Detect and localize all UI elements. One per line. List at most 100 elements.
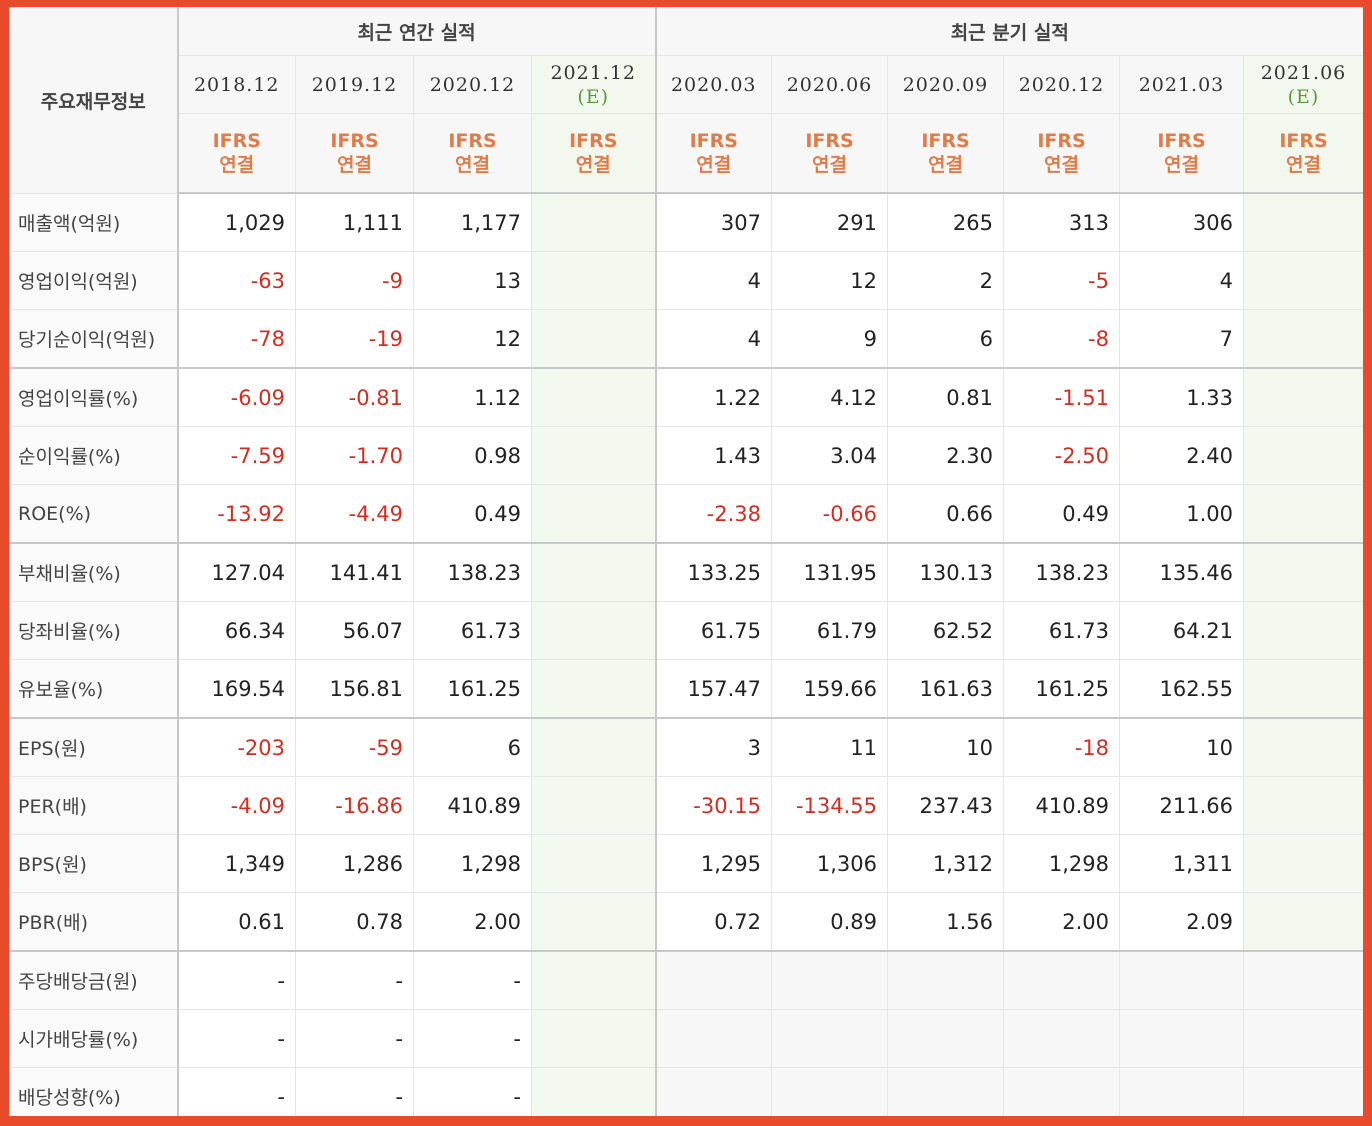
- quarterly-value-cell: 138.23: [1003, 542, 1120, 602]
- annual-value-cell: [531, 1067, 657, 1116]
- quarterly-value-cell: -134.55: [771, 776, 888, 835]
- quarterly-value-cell: 162.55: [1119, 659, 1244, 719]
- quarterly-value-cell: 131.95: [771, 542, 888, 602]
- quarterly-period-label: 2020.03: [670, 73, 757, 96]
- consolidated-label: 연결: [1164, 154, 1199, 176]
- annual-value-cell: 141.41: [295, 542, 414, 602]
- quarterly-value-cell: 2: [887, 251, 1004, 310]
- table-row: PBR(배) 0.61 0.78 2.00 0.72 0.89 1.56 2.00 2.09: [9, 892, 1363, 952]
- annual-period-header: 2019.12: [295, 55, 414, 114]
- row-label: ROE(%): [9, 484, 179, 544]
- quarterly-value-cell: [1119, 1067, 1244, 1116]
- quarterly-value-cell: 130.13: [887, 542, 1004, 602]
- annual-value-cell: [531, 484, 657, 544]
- row-label: 영업이익률(%): [9, 367, 179, 427]
- row-label: BPS(원): [9, 834, 179, 893]
- quarterly-value-cell: [1243, 892, 1363, 952]
- table-row: 매출액(억원) 1,029 1,111 1,177 307 291 265 313 306: [9, 192, 1363, 252]
- quarterly-value-cell: [1243, 950, 1363, 1010]
- quarterly-period-header: 2020.06: [771, 55, 888, 114]
- quarterly-value-cell: 159.66: [771, 659, 888, 719]
- consolidated-label: 연결: [1286, 154, 1321, 176]
- annual-value-cell: -59: [295, 717, 414, 777]
- quarterly-value-cell: 61.79: [771, 601, 888, 660]
- annual-value-cell: -: [413, 1067, 532, 1116]
- quarterly-value-cell: [887, 950, 1004, 1010]
- quarterly-value-cell: 11: [771, 717, 888, 777]
- ifrs-consolidated-badge: IFRS 연결: [531, 113, 657, 194]
- quarterly-value-cell: [1003, 1067, 1120, 1116]
- annual-value-cell: 66.34: [177, 601, 296, 660]
- annual-value-cell: [531, 192, 657, 252]
- quarterly-value-cell: 0.49: [1003, 484, 1120, 544]
- quarterly-period-header: 2020.03: [655, 55, 772, 114]
- annual-value-cell: [531, 950, 657, 1010]
- annual-value-cell: -16.86: [295, 776, 414, 835]
- quarterly-value-cell: 2.40: [1119, 426, 1244, 485]
- quarterly-value-cell: 3.04: [771, 426, 888, 485]
- quarterly-value-cell: 2.09: [1119, 892, 1244, 952]
- ifrs-consolidated-badge: IFRS 연결: [1243, 113, 1363, 194]
- quarterly-group-title: 최근 분기 실적: [655, 7, 1363, 56]
- ifrs-consolidated-badge: IFRS 연결: [771, 113, 888, 194]
- annual-value-cell: [531, 309, 657, 369]
- row-label: 시가배당률(%): [9, 1009, 179, 1068]
- quarterly-period-label: 2020.06: [786, 73, 873, 96]
- quarterly-value-cell: 9: [771, 309, 888, 369]
- quarterly-value-cell: 6: [887, 309, 1004, 369]
- annual-period-label: 2019.12: [311, 73, 398, 96]
- ifrs-label: IFRS: [212, 130, 261, 152]
- quarterly-value-cell: 1,311: [1119, 834, 1244, 893]
- annual-period-label: 2018.12: [193, 73, 280, 96]
- quarterly-value-cell: -0.66: [771, 484, 888, 544]
- annual-value-cell: 1,298: [413, 834, 532, 893]
- consolidated-label: 연결: [219, 154, 255, 176]
- annual-value-cell: -: [295, 1067, 414, 1116]
- quarterly-value-cell: 0.72: [655, 892, 772, 952]
- quarterly-period-header: 2020.09: [887, 55, 1004, 114]
- annual-value-cell: 1,029: [177, 192, 296, 252]
- quarterly-value-cell: 237.43: [887, 776, 1004, 835]
- ifrs-label: IFRS: [569, 130, 618, 152]
- annual-value-cell: 61.73: [413, 601, 532, 660]
- annual-value-cell: -63: [177, 251, 296, 310]
- quarterly-value-cell: [1003, 1009, 1120, 1068]
- row-label: 당좌비율(%): [9, 601, 179, 660]
- annual-value-cell: -1.70: [295, 426, 414, 485]
- quarterly-value-cell: [1243, 659, 1363, 719]
- annual-value-cell: [531, 776, 657, 835]
- annual-value-cell: 0.98: [413, 426, 532, 485]
- consolidated-label: 연결: [575, 154, 611, 176]
- annual-value-cell: 2.00: [413, 892, 532, 952]
- annual-value-cell: 1.12: [413, 367, 532, 427]
- quarterly-value-cell: [1243, 776, 1363, 835]
- header-label: 주요재무정보: [9, 7, 179, 194]
- quarterly-value-cell: 161.63: [887, 659, 1004, 719]
- quarterly-value-cell: 135.46: [1119, 542, 1244, 602]
- table-row: 당기순이익(억원) -78 -19 12 4 9 6 -8 7: [9, 309, 1363, 369]
- quarterly-value-cell: 64.21: [1119, 601, 1244, 660]
- annual-value-cell: -: [413, 950, 532, 1010]
- table-row: 당좌비율(%) 66.34 56.07 61.73 61.75 61.79 62.52 61.…: [9, 601, 1363, 660]
- quarterly-value-cell: -18: [1003, 717, 1120, 777]
- annual-period-header: 2018.12: [177, 55, 296, 114]
- table-row: ROE(%) -13.92 -4.49 0.49 -2.38 -0.66 0.66 0.49 1…: [9, 484, 1363, 544]
- annual-value-cell: 1,177: [413, 192, 532, 252]
- row-label: 유보율(%): [9, 659, 179, 719]
- annual-value-cell: -4.09: [177, 776, 296, 835]
- annual-group-title: 최근 연간 실적: [177, 7, 657, 56]
- consolidated-label: 연결: [812, 154, 847, 176]
- quarterly-value-cell: 3: [655, 717, 772, 777]
- consolidated-label: 연결: [337, 154, 372, 176]
- quarterly-value-cell: 1.22: [655, 367, 772, 427]
- quarterly-value-cell: [655, 1009, 772, 1068]
- annual-value-cell: 0.61: [177, 892, 296, 952]
- quarterly-value-cell: [1243, 484, 1363, 544]
- annual-value-cell: -7.59: [177, 426, 296, 485]
- table-row: 시가배당률(%) - - -: [9, 1009, 1363, 1068]
- annual-value-cell: [531, 892, 657, 952]
- quarterly-period-label: 2021.03: [1138, 73, 1225, 96]
- quarterly-value-cell: 306: [1119, 192, 1244, 252]
- annual-period-header: 2020.12: [413, 55, 532, 114]
- table-row: 영업이익률(%) -6.09 -0.81 1.12 1.22 4.12 0.81 -1.51 1…: [9, 367, 1363, 427]
